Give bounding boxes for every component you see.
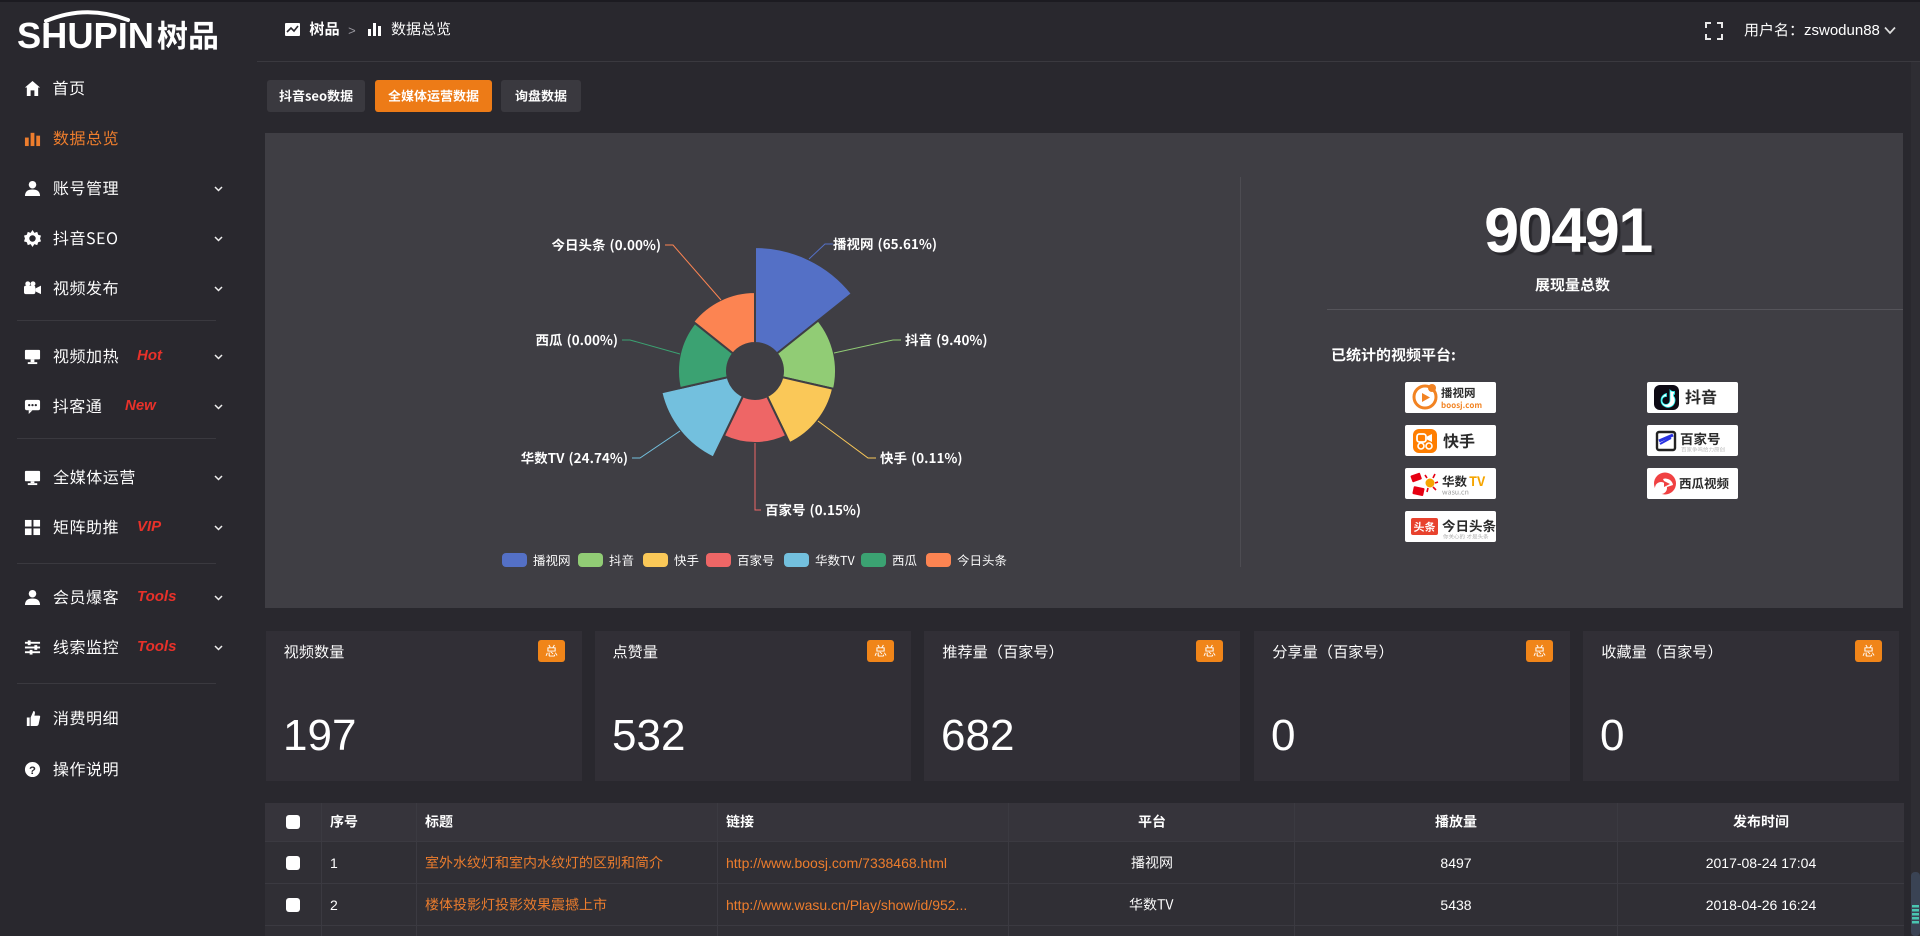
svg-text:?: ? xyxy=(29,765,36,777)
svg-text:SHUPIN: SHUPIN xyxy=(17,15,154,56)
